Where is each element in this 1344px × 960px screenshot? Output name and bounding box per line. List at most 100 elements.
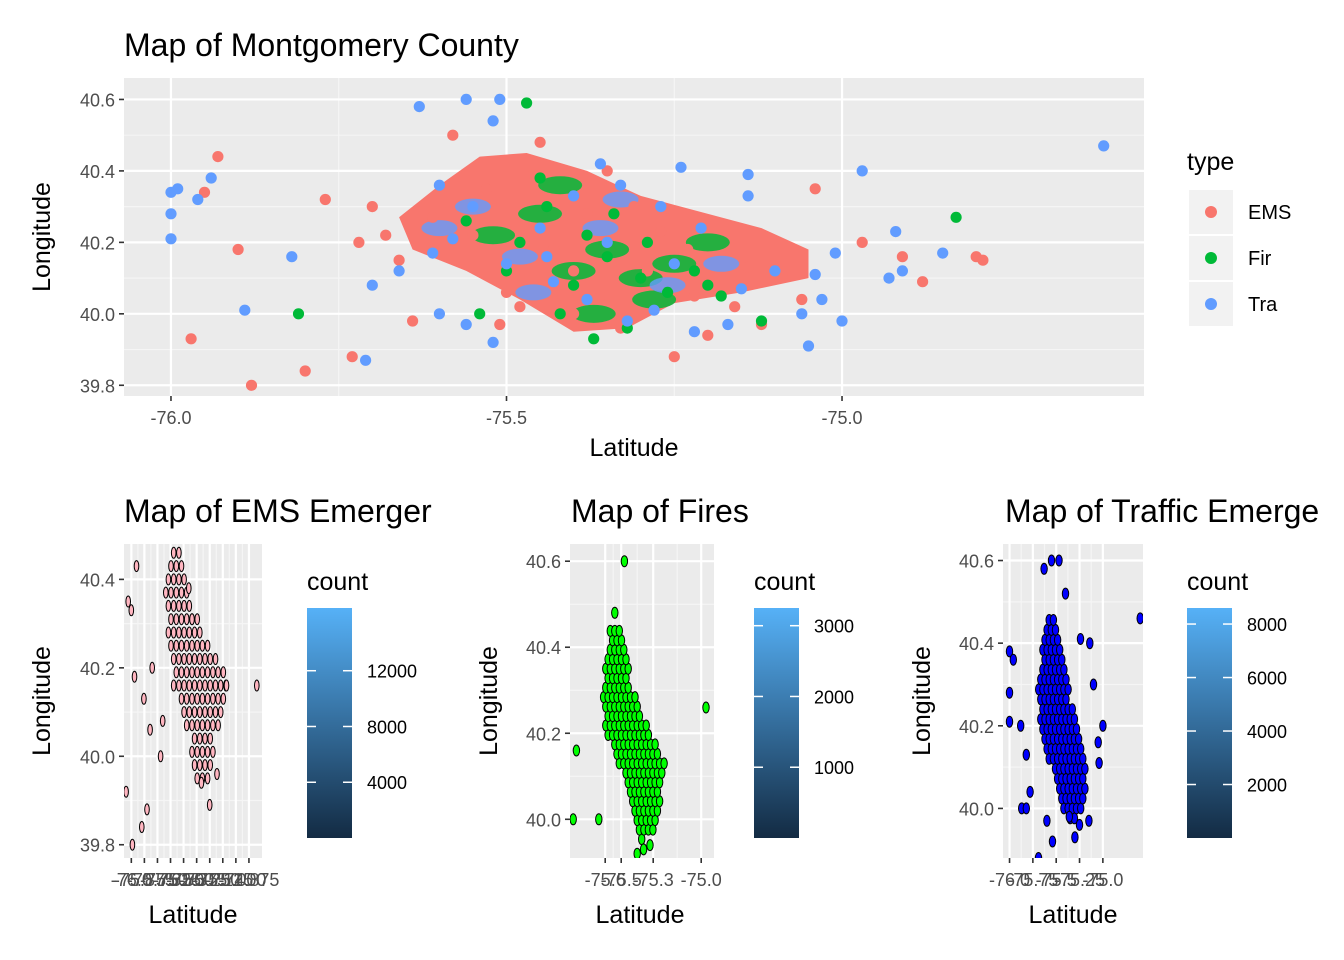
point-ems (668, 351, 680, 363)
hexbin-cell (197, 706, 203, 719)
hexbin-cell (1089, 678, 1098, 691)
point-ems (970, 251, 982, 263)
hexbin-cell (1026, 785, 1034, 798)
hexbin-cell (194, 745, 200, 758)
hexbin-cell (194, 719, 200, 732)
hexbin-cell (1040, 562, 1048, 575)
hexbin-cell (702, 701, 710, 714)
hexbin-cell (198, 776, 205, 789)
hexbin-cell (194, 692, 200, 705)
legend-label: EMS (1248, 202, 1291, 224)
hexbin-cell (194, 613, 200, 626)
legend-key-fir (1205, 252, 1217, 264)
hexbin-cell (183, 692, 190, 705)
colorbar-tick-label: 2000 (1247, 776, 1287, 796)
hexbin-cell (191, 653, 198, 665)
hexbin-cell (1070, 713, 1079, 726)
hexbin-cell (165, 599, 172, 612)
point-ems (809, 183, 821, 195)
x-tick-label: -75.6 (585, 870, 626, 890)
point-fir (601, 251, 613, 263)
point-tra (433, 308, 445, 320)
point-tra (856, 165, 868, 177)
hexbin-cell (176, 653, 182, 665)
point-tra (769, 265, 781, 277)
hexbin-cell (611, 606, 619, 619)
x-tick-label: -75.25 (1054, 870, 1105, 890)
point-ems (547, 243, 560, 256)
point-ems (245, 379, 258, 391)
point-tra (648, 304, 660, 316)
hexbin-cell (194, 666, 200, 679)
y-tick-label: 40.4 (526, 638, 561, 658)
hexbin-cell (204, 745, 211, 758)
hexbin-cell (197, 626, 203, 639)
y-tick-label: 40.4 (959, 634, 994, 654)
point-ems (628, 201, 640, 213)
hexbin-cell (210, 745, 216, 758)
hexbin-cell (1022, 748, 1031, 761)
hexbin-cell (199, 692, 206, 705)
legend-key-tra (1205, 298, 1217, 310)
hexbin-cell (176, 546, 182, 559)
ems-x-axis: -76.0-75.875-75.750-75.625-75.500-75.375… (111, 858, 279, 890)
hexbin-cell (199, 719, 206, 732)
hexbin-cell (204, 772, 211, 785)
point-fir (641, 236, 654, 248)
hexbin-cell (178, 639, 185, 652)
hexbin-cell (207, 759, 213, 772)
point-ems (185, 333, 197, 345)
traffic-colorbar (1187, 608, 1232, 838)
point-tra (937, 247, 949, 259)
point-fir (474, 308, 486, 320)
hexbin-cell (149, 661, 155, 674)
point-ems (655, 226, 667, 238)
main-y-axis: 39.8 40.0 40.2 40.4 40.6 (80, 90, 124, 396)
traffic-x-axis-title: Latitude (1029, 901, 1118, 929)
point-tra (192, 193, 204, 206)
hexbin-cell (168, 586, 174, 599)
x-tick-label: -75.5 (1036, 870, 1077, 890)
traffic-title: Map of Traffic Emerge (1005, 493, 1319, 529)
hexbin-cell (139, 821, 145, 833)
point-fir (950, 211, 962, 223)
hexbin-cell (217, 679, 224, 692)
hexbin-cell (189, 692, 195, 705)
x-tick-label: -76.0 (989, 870, 1030, 890)
point-tra (688, 326, 701, 338)
hexbin-cell (194, 639, 200, 652)
y-tick-label: 40.0 (959, 799, 994, 819)
point-tra (568, 190, 580, 202)
fir-points-cluster (518, 204, 563, 223)
point-tra (836, 315, 848, 327)
point-ems (346, 351, 358, 363)
hexbin-cell (646, 839, 654, 852)
point-tra (668, 258, 680, 270)
fir-points-cluster (538, 176, 583, 195)
x-tick-label: -76.0 (150, 408, 191, 428)
hexbin-cell (1022, 802, 1031, 815)
point-tra (205, 172, 217, 184)
x-tick-label: -75.75 (1007, 870, 1058, 890)
tra-points-cluster (649, 277, 686, 294)
hexbin-cell (1055, 554, 1063, 567)
y-tick-label: 39.8 (80, 836, 115, 856)
point-tra (695, 222, 707, 234)
hexbin-cell (189, 719, 195, 732)
point-tra (286, 251, 298, 263)
hexbin-cell (204, 666, 211, 679)
point-fir (715, 290, 727, 302)
point-ems (366, 201, 378, 213)
point-tra (239, 304, 251, 316)
point-ems (212, 151, 224, 163)
hexbin-cell (1043, 814, 1051, 827)
point-tra (360, 354, 372, 366)
hexbin-cell (1009, 653, 1017, 666)
hexbin-cell (202, 732, 208, 745)
main-y-axis-title: Longitude (28, 182, 56, 292)
hexbin-cell (642, 719, 650, 732)
x-tick-label: -75.500 (153, 870, 214, 890)
fires-x-axis: -75.6-75.5-75.3 -75.0 (585, 858, 722, 890)
point-fir (755, 315, 768, 327)
point-tra (883, 272, 895, 284)
